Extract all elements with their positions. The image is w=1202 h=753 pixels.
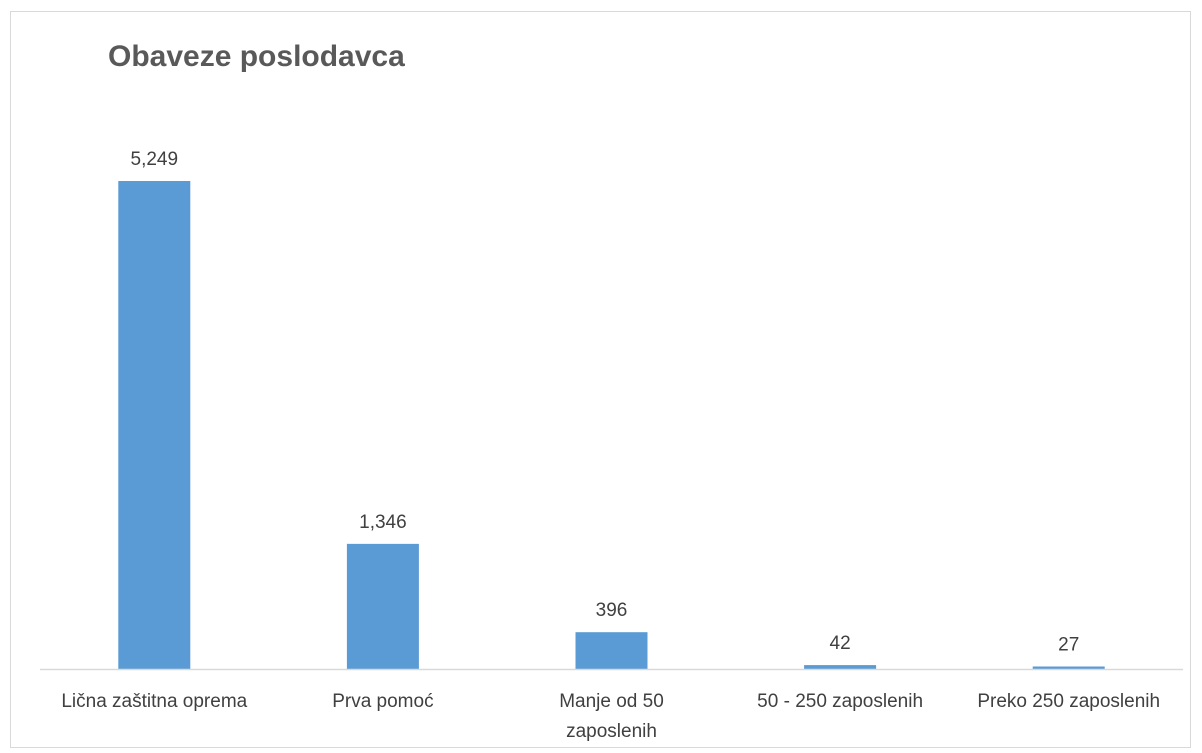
bar-3: [804, 665, 877, 669]
category-label-0: Lična zaštitna oprema: [61, 691, 247, 712]
category-label-1: Prva pomoć: [332, 691, 433, 712]
category-label-2-line-0: Manje od 50: [559, 691, 664, 712]
data-label-2: 396: [596, 600, 628, 621]
data-label-1: 1,346: [359, 512, 407, 533]
bar-4: [1032, 666, 1105, 669]
chart-area: [10, 11, 1191, 748]
data-label-4: 27: [1058, 634, 1079, 655]
category-label-4: Preko 250 zaposlenih: [977, 691, 1160, 712]
category-label-2-line-1: zaposlenih: [566, 721, 657, 742]
category-label-3: 50 - 250 zaposlenih: [757, 691, 923, 712]
bar-1: [346, 543, 419, 669]
chart-title: Obaveze poslodavca: [108, 40, 405, 73]
bar-2: [575, 632, 648, 669]
data-label-3: 42: [830, 633, 851, 654]
data-label-0: 5,249: [131, 149, 179, 170]
bar-0: [118, 181, 191, 669]
